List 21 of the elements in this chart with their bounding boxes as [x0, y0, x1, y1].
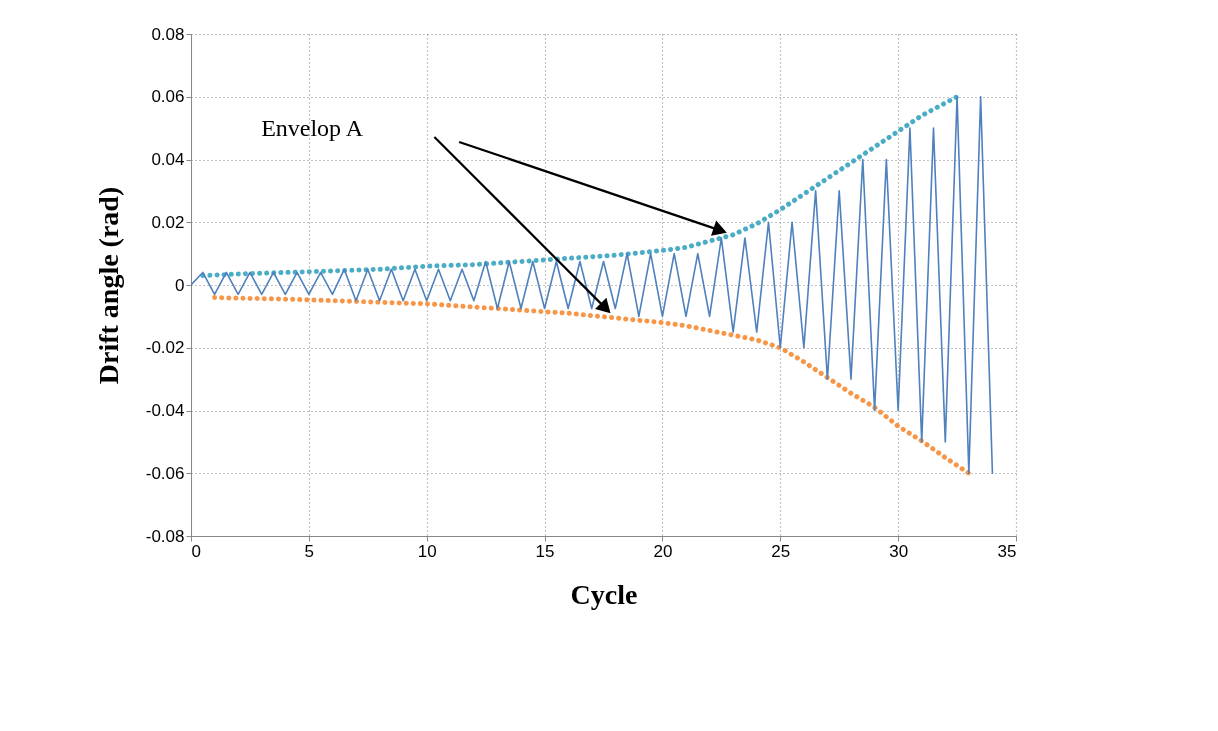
x-axis-title: Cycle	[570, 578, 638, 610]
x-tick-label: 30	[889, 541, 909, 561]
y-tick-label: 0.06	[151, 87, 185, 107]
y-axis-title: Drift angle (rad)	[92, 186, 124, 385]
x-tick-label: 20	[653, 541, 673, 561]
x-tick-label: 10	[417, 541, 437, 561]
x-tick-label: 5	[304, 541, 315, 561]
x-tick-label: 15	[535, 541, 555, 561]
y-tick-label: 0.02	[151, 212, 185, 232]
annotation: Envelop A	[261, 115, 364, 142]
x-tick-label: 35	[997, 541, 1017, 561]
y-tick-label: 0.04	[151, 150, 185, 169]
x-tick-label: 0	[191, 541, 201, 561]
y-tick-label: -0.02	[145, 338, 185, 358]
y-tick-label: 0.08	[151, 24, 185, 44]
line-series	[191, 95, 994, 475]
y-tick-label: -0.04	[145, 401, 185, 420]
y-tick-label: -0.08	[145, 526, 185, 546]
y-tick-label: 0	[175, 275, 185, 295]
x-tick-label: 25	[771, 541, 791, 561]
y-tick-label: -0.06	[145, 463, 185, 483]
